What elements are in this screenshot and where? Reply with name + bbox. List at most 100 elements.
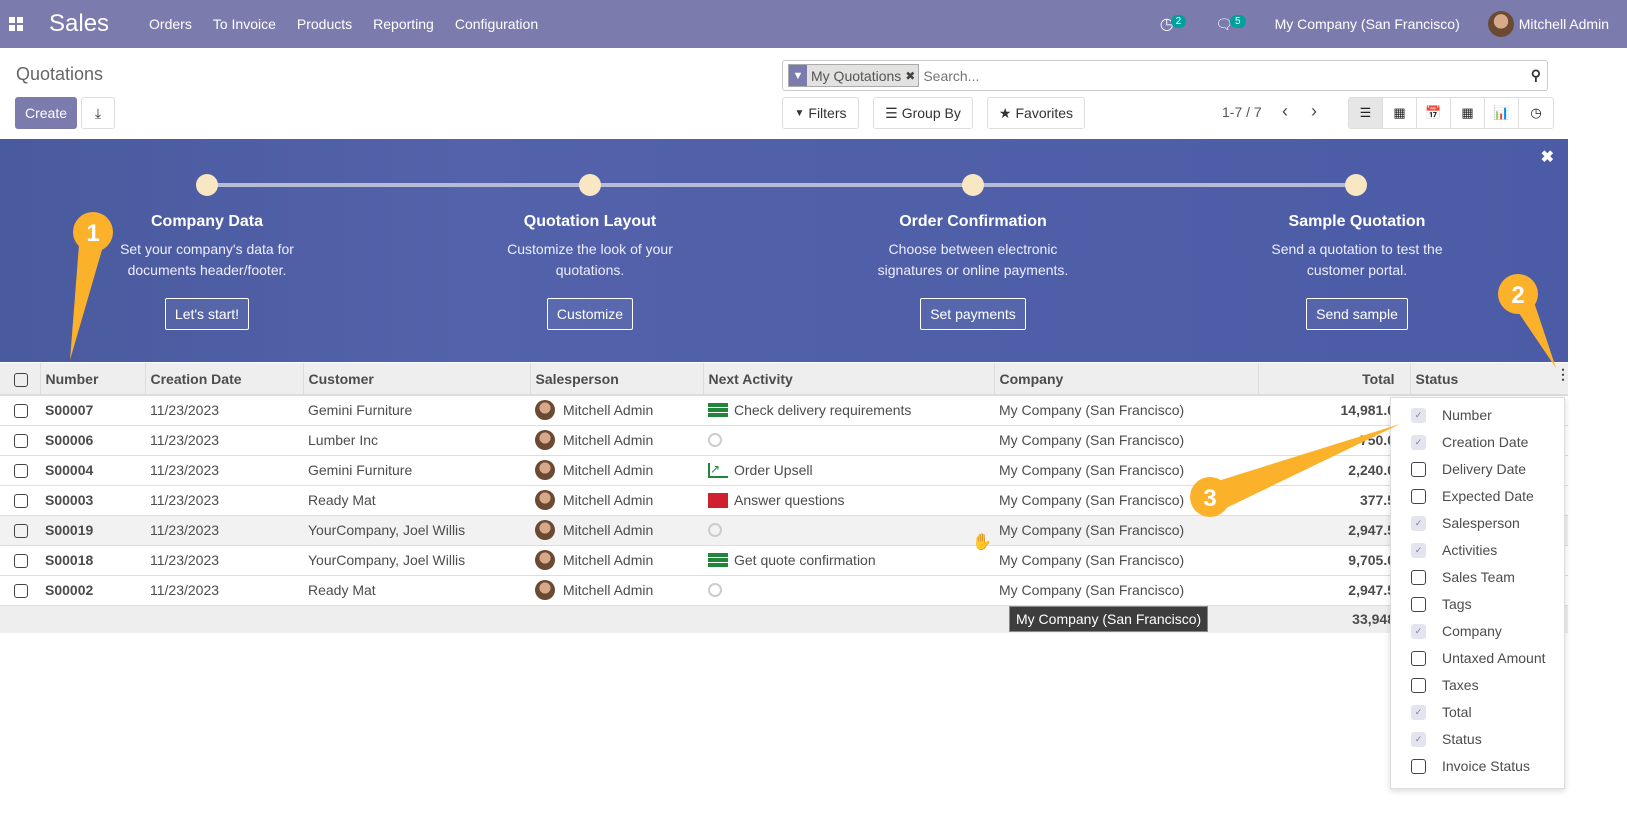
column-header-salesperson[interactable]: Salesperson	[530, 363, 704, 396]
checked-checkbox-icon[interactable]: ✓	[1411, 731, 1426, 747]
optional-column-option[interactable]: ✓ Number	[1411, 407, 1492, 423]
kanban-view-icon[interactable]: ▦	[1383, 98, 1417, 128]
cell-total: 14,981.0	[1258, 395, 1410, 426]
row-checkbox[interactable]	[14, 554, 28, 569]
column-header-total[interactable]: Total	[1258, 363, 1411, 396]
option-label: Salesperson	[1442, 515, 1520, 531]
row-checkbox[interactable]	[14, 584, 28, 599]
table-row[interactable]: S00006 11/23/2023 Lumber Inc Mitchell Ad…	[0, 425, 1568, 456]
filters-button[interactable]: ▼ Filters	[782, 97, 859, 129]
facet-remove-icon[interactable]: ✖	[905, 68, 916, 83]
company-switcher[interactable]: My Company (San Francisco)	[1274, 16, 1460, 32]
column-header-customer[interactable]: Customer	[303, 363, 531, 396]
activity-todo-icon[interactable]	[708, 552, 728, 568]
column-header-number[interactable]: Number	[40, 363, 146, 396]
checked-checkbox-icon[interactable]: ✓	[1411, 515, 1426, 531]
optional-column-option[interactable]: ✓ Activities	[1411, 542, 1497, 558]
optional-column-option[interactable]: ✓ Company	[1411, 623, 1502, 639]
table-row[interactable]: S00018 11/23/2023 YourCompany, Joel Will…	[0, 545, 1568, 576]
set-payments-button[interactable]: Set payments	[920, 298, 1026, 330]
activity-clock-icon[interactable]	[708, 433, 722, 447]
checked-checkbox-icon[interactable]: ✓	[1411, 623, 1426, 639]
optional-column-option[interactable]: Invoice Status	[1411, 758, 1530, 774]
pager-next-icon[interactable]: ›	[1311, 101, 1317, 121]
send-sample-button[interactable]: Send sample	[1306, 298, 1408, 330]
lets-start-button[interactable]: Let's start!	[164, 298, 250, 330]
menu-reporting[interactable]: Reporting	[373, 16, 434, 32]
table-row[interactable]: S00004 11/23/2023 Gemini Furniture Mitch…	[0, 455, 1568, 486]
close-banner-icon[interactable]: ✖	[1540, 149, 1554, 166]
group-by-button[interactable]: ☰ Group By	[873, 97, 973, 129]
search-icon[interactable]: ⚲	[1530, 67, 1541, 83]
activity-view-icon[interactable]: ◷	[1530, 105, 1542, 120]
optional-column-option[interactable]: Delivery Date	[1411, 461, 1526, 477]
customize-button[interactable]: Customize	[546, 298, 634, 330]
user-avatar[interactable]	[1487, 11, 1514, 37]
column-header-next-activity[interactable]: Next Activity	[703, 363, 995, 396]
calendar-view-icon[interactable]: 📅	[1417, 98, 1451, 128]
optional-column-option[interactable]: Tags	[1411, 596, 1472, 612]
table-row[interactable]: S00003 11/23/2023 Ready Mat Mitchell Adm…	[0, 485, 1568, 516]
optional-column-option[interactable]: Sales Team	[1411, 569, 1515, 585]
activity-summary[interactable]: Get quote confirmation	[734, 552, 876, 568]
column-header-creation-date[interactable]: Creation Date	[145, 363, 304, 396]
optional-column-option[interactable]: ✓ Status	[1411, 731, 1482, 747]
list-view-icon[interactable]: ☰	[1349, 98, 1383, 128]
unchecked-checkbox-icon[interactable]	[1411, 596, 1426, 612]
menu-products[interactable]: Products	[296, 16, 353, 32]
apps-menu-icon[interactable]	[9, 17, 23, 31]
table-row[interactable]: S00019 11/23/2023 YourCompany, Joel Will…	[0, 515, 1568, 546]
optional-column-option[interactable]: ✓ Creation Date	[1411, 434, 1528, 450]
graph-view-icon[interactable]: 📊	[1485, 98, 1519, 128]
checked-checkbox-icon[interactable]: ✓	[1411, 542, 1426, 558]
user-menu[interactable]: Mitchell Admin	[1518, 16, 1609, 32]
checked-checkbox-icon[interactable]: ✓	[1411, 407, 1426, 423]
activity-clock-icon[interactable]	[708, 523, 722, 537]
activity-button[interactable]: ◷ 2	[1160, 14, 1190, 34]
select-all-checkbox[interactable]	[14, 372, 28, 387]
menu-configuration[interactable]: Configuration	[454, 16, 539, 32]
messages-button[interactable]: 🗨 5	[1215, 14, 1248, 33]
download-button[interactable]: ⤓	[81, 97, 115, 129]
unchecked-checkbox-icon[interactable]	[1411, 569, 1426, 585]
activity-summary[interactable]: Check delivery requirements	[734, 402, 912, 419]
optional-columns-toggle-icon[interactable]: ⋮	[1556, 366, 1570, 382]
activity-todo-icon[interactable]	[708, 402, 728, 418]
create-button[interactable]: Create	[15, 97, 77, 129]
menu-to-invoice[interactable]: To Invoice	[212, 16, 276, 32]
unchecked-checkbox-icon[interactable]	[1411, 650, 1426, 666]
activity-summary[interactable]: Order Upsell	[734, 462, 813, 478]
optional-column-option[interactable]: Untaxed Amount	[1411, 650, 1546, 666]
row-checkbox[interactable]	[14, 434, 28, 449]
pager-previous-icon[interactable]: ‹	[1282, 101, 1288, 121]
checked-checkbox-icon[interactable]: ✓	[1411, 704, 1426, 720]
activity-upsell-icon[interactable]: ↗	[708, 462, 728, 478]
activity-clock-icon[interactable]	[708, 583, 722, 597]
table-row[interactable]: S00002 11/23/2023 Ready Mat Mitchell Adm…	[0, 575, 1568, 606]
table-row[interactable]: S00007 11/23/2023 Gemini Furniture Mitch…	[0, 395, 1568, 426]
pivot-view-icon[interactable]: ▦	[1451, 98, 1485, 128]
activity-summary[interactable]: Answer questions	[734, 492, 845, 508]
unchecked-checkbox-icon[interactable]	[1411, 461, 1426, 477]
unchecked-checkbox-icon[interactable]	[1411, 758, 1426, 774]
row-checkbox[interactable]	[14, 494, 28, 509]
step-sample-quotation: Sample Quotation Send a quotation to test…	[1227, 213, 1487, 330]
favorites-button[interactable]: ★ Favorites	[987, 97, 1085, 129]
search-input[interactable]	[919, 66, 1531, 85]
row-checkbox[interactable]	[14, 524, 28, 539]
unchecked-checkbox-icon[interactable]	[1411, 488, 1426, 504]
row-checkbox[interactable]	[14, 464, 28, 479]
checked-checkbox-icon[interactable]: ✓	[1411, 434, 1426, 450]
optional-column-option[interactable]: Expected Date	[1411, 488, 1534, 504]
column-header-company[interactable]: Company	[994, 363, 1259, 396]
activity-mail-icon[interactable]	[708, 492, 728, 508]
optional-column-option[interactable]: ✓ Total	[1411, 704, 1472, 720]
menu-orders[interactable]: Orders	[149, 16, 192, 32]
unchecked-checkbox-icon[interactable]	[1411, 677, 1426, 693]
row-checkbox[interactable]	[14, 404, 28, 419]
optional-column-option[interactable]: Taxes	[1411, 677, 1479, 693]
optional-column-option[interactable]: ✓ Salesperson	[1411, 515, 1520, 531]
cell-number: S00006	[40, 425, 145, 456]
tooltip: My Company (San Francisco)	[1009, 606, 1209, 632]
column-header-status[interactable]: Status	[1410, 363, 1568, 396]
